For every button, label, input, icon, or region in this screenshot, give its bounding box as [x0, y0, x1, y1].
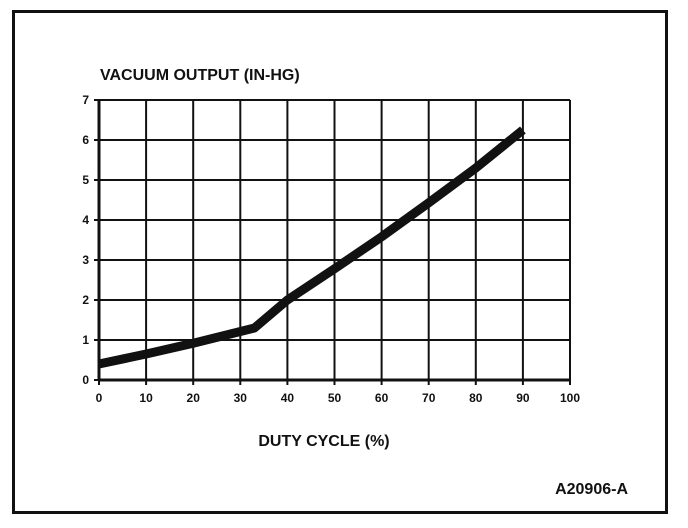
y-tick-label: 3: [82, 253, 89, 267]
y-tick-label: 1: [82, 333, 89, 347]
x-tick-label: 80: [469, 391, 483, 405]
y-tick-label: 5: [82, 173, 89, 187]
y-tick-label: 2: [82, 293, 89, 307]
grid: [94, 99, 571, 385]
x-tick-label: 60: [375, 391, 389, 405]
series-line: [98, 126, 526, 369]
x-tick-label: 70: [422, 391, 436, 405]
tick-labels: 0 10 20 30 40 50 60 70 80 90 100 0 1 2 3 4 5 6 7: [82, 93, 580, 405]
x-tick-label: 20: [187, 391, 201, 405]
x-tick-label: 30: [234, 391, 248, 405]
y-tick-label: 0: [82, 373, 89, 387]
x-axis-title: DUTY CYCLE (%): [258, 433, 389, 450]
x-tick-label: 10: [139, 391, 153, 405]
y-tick-label: 7: [82, 93, 89, 107]
x-tick-label: 0: [96, 391, 103, 405]
series-layer: [98, 126, 526, 369]
y-tick-label: 4: [82, 213, 89, 227]
x-tick-label: 50: [328, 391, 342, 405]
x-tick-label: 40: [281, 391, 295, 405]
y-axis-title: VACUUM OUTPUT (IN-HG): [100, 67, 300, 84]
y-tick-label: 6: [82, 133, 89, 147]
figure-id-label: A20906-A: [555, 481, 628, 498]
axes: [97, 100, 570, 382]
x-tick-label: 100: [560, 391, 580, 405]
x-tick-label: 90: [516, 391, 530, 405]
